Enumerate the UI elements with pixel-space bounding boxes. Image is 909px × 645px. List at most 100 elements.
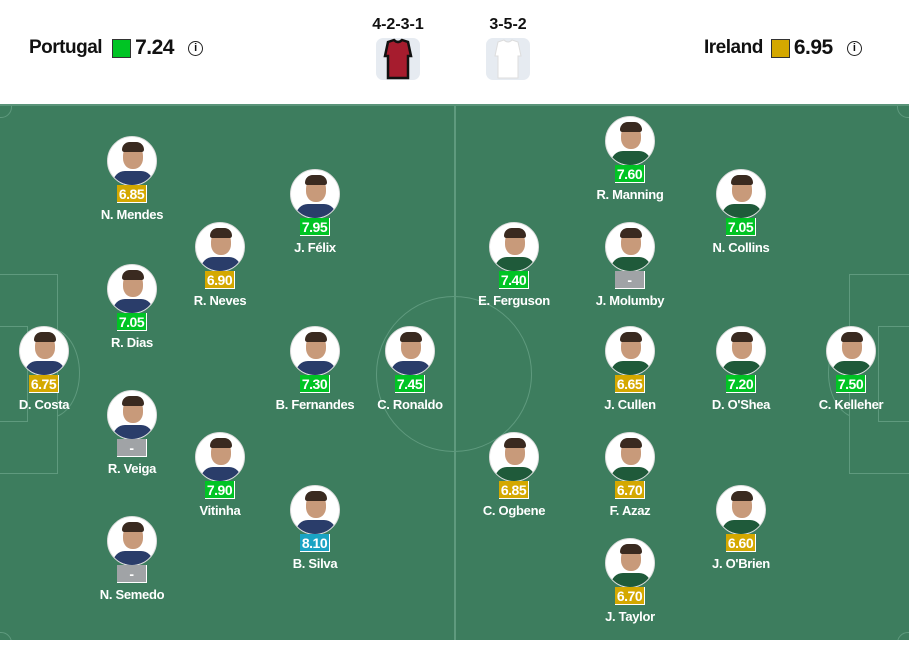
player-rating: 7.60 bbox=[614, 165, 646, 183]
player-rating: 7.05 bbox=[116, 313, 148, 331]
player-avatar bbox=[605, 326, 655, 376]
player-avatar bbox=[107, 390, 157, 440]
player-avatar bbox=[489, 432, 539, 482]
away-info-icon[interactable]: i bbox=[846, 40, 862, 56]
home-info-icon[interactable]: i bbox=[187, 40, 203, 56]
away-kit-icon[interactable] bbox=[486, 38, 530, 80]
player-name: E. Ferguson bbox=[478, 293, 550, 308]
player-avatar bbox=[605, 116, 655, 166]
player-name: C. Ogbene bbox=[482, 503, 546, 518]
player-avatar bbox=[195, 432, 245, 482]
player-name: F. Azaz bbox=[609, 503, 651, 518]
player-avatar bbox=[716, 485, 766, 535]
player-card[interactable]: 7.05 R. Dias bbox=[77, 264, 187, 350]
corner-arc bbox=[0, 106, 12, 118]
player-card[interactable]: 7.50 C. Kelleher bbox=[796, 326, 906, 412]
player-avatar bbox=[489, 222, 539, 272]
player-name: J. Cullen bbox=[604, 397, 656, 412]
player-rating: 7.90 bbox=[204, 481, 236, 499]
player-name: J. Molumby bbox=[595, 293, 665, 308]
player-rating: 6.70 bbox=[614, 481, 646, 499]
player-name: C. Ronaldo bbox=[377, 397, 443, 412]
home-formation: 4-2-3-1 bbox=[372, 16, 424, 33]
player-card[interactable]: 8.10 B. Silva bbox=[260, 485, 370, 571]
player-card[interactable]: 7.45 C. Ronaldo bbox=[355, 326, 465, 412]
player-rating: 7.45 bbox=[394, 375, 426, 393]
player-name: R. Dias bbox=[111, 335, 153, 350]
player-name: R. Neves bbox=[193, 293, 247, 308]
player-card[interactable]: 7.60 R. Manning bbox=[575, 116, 685, 202]
player-rating: 6.75 bbox=[28, 375, 60, 393]
home-team-rating: 7.24 bbox=[135, 36, 174, 59]
player-card[interactable]: 6.70 F. Azaz bbox=[575, 432, 685, 518]
player-card[interactable]: 6.85 C. Ogbene bbox=[459, 432, 569, 518]
player-avatar bbox=[290, 169, 340, 219]
player-name: R. Manning bbox=[596, 187, 664, 202]
player-rating: 7.05 bbox=[725, 218, 757, 236]
player-rating: - bbox=[615, 271, 645, 289]
corner-arc bbox=[897, 106, 909, 118]
player-name: D. Costa bbox=[18, 397, 70, 412]
player-card[interactable]: - N. Semedo bbox=[77, 516, 187, 602]
player-name: J. Taylor bbox=[605, 609, 655, 624]
player-rating: 7.50 bbox=[835, 375, 867, 393]
player-rating: 6.60 bbox=[725, 534, 757, 552]
player-rating: 6.90 bbox=[204, 271, 236, 289]
home-rating-swatch bbox=[112, 38, 132, 58]
player-card[interactable]: 6.85 N. Mendes bbox=[77, 136, 187, 222]
player-avatar bbox=[290, 326, 340, 376]
player-rating: 8.10 bbox=[299, 534, 331, 552]
away-rating-swatch bbox=[770, 38, 790, 58]
player-avatar bbox=[605, 222, 655, 272]
player-name: D. O'Shea bbox=[711, 397, 771, 412]
player-card[interactable]: 7.20 D. O'Shea bbox=[686, 326, 796, 412]
player-card[interactable]: - R. Veiga bbox=[77, 390, 187, 476]
player-rating: 6.70 bbox=[614, 587, 646, 605]
player-card[interactable]: 6.75 D. Costa bbox=[0, 326, 99, 412]
player-rating: - bbox=[117, 439, 147, 457]
pitch: 6.75 D. Costa 6.85 N. Mendes 7.05 R. Dia… bbox=[0, 104, 909, 640]
player-card[interactable]: 7.30 B. Fernandes bbox=[260, 326, 370, 412]
player-avatar bbox=[826, 326, 876, 376]
home-team-name: Portugal bbox=[29, 37, 103, 58]
right-goal-box bbox=[878, 326, 909, 422]
player-card[interactable]: - J. Molumby bbox=[575, 222, 685, 308]
corner-arc bbox=[0, 632, 12, 640]
corner-arc bbox=[897, 632, 909, 640]
away-team: Ireland 6.95 i bbox=[704, 36, 862, 60]
player-avatar bbox=[107, 516, 157, 566]
player-avatar bbox=[107, 136, 157, 186]
player-name: Vitinha bbox=[199, 503, 241, 518]
player-card[interactable]: 6.90 R. Neves bbox=[165, 222, 275, 308]
player-avatar bbox=[716, 326, 766, 376]
player-avatar bbox=[605, 538, 655, 588]
player-card[interactable]: 6.70 J. Taylor bbox=[575, 538, 685, 624]
player-name: B. Fernandes bbox=[275, 397, 355, 412]
player-avatar bbox=[107, 264, 157, 314]
player-card[interactable]: 7.90 Vitinha bbox=[165, 432, 275, 518]
player-card[interactable]: 6.60 J. O'Brien bbox=[686, 485, 796, 571]
player-name: C. Kelleher bbox=[818, 397, 884, 412]
player-name: N. Collins bbox=[712, 240, 770, 255]
away-formation: 3-5-2 bbox=[489, 16, 527, 33]
away-team-name: Ireland bbox=[704, 37, 763, 58]
player-avatar bbox=[290, 485, 340, 535]
player-card[interactable]: 6.65 J. Cullen bbox=[575, 326, 685, 412]
player-avatar bbox=[385, 326, 435, 376]
player-card[interactable]: 7.05 N. Collins bbox=[686, 169, 796, 255]
player-rating: 7.40 bbox=[498, 271, 530, 289]
match-header: Portugal 7.24 i 4-2-3-1 3-5-2 Ireland 6.… bbox=[0, 0, 909, 104]
player-name: N. Mendes bbox=[100, 207, 164, 222]
player-card[interactable]: 7.95 J. Félix bbox=[260, 169, 370, 255]
player-rating: 7.95 bbox=[299, 218, 331, 236]
player-avatar bbox=[195, 222, 245, 272]
player-rating: - bbox=[117, 565, 147, 583]
player-name: J. O'Brien bbox=[712, 556, 770, 571]
player-rating: 6.85 bbox=[116, 185, 148, 203]
player-name: J. Félix bbox=[294, 240, 336, 255]
player-avatar bbox=[716, 169, 766, 219]
away-team-rating: 6.95 bbox=[793, 36, 833, 59]
home-kit-icon[interactable] bbox=[376, 38, 420, 80]
player-card[interactable]: 7.40 E. Ferguson bbox=[459, 222, 569, 308]
center-circle bbox=[376, 296, 532, 452]
